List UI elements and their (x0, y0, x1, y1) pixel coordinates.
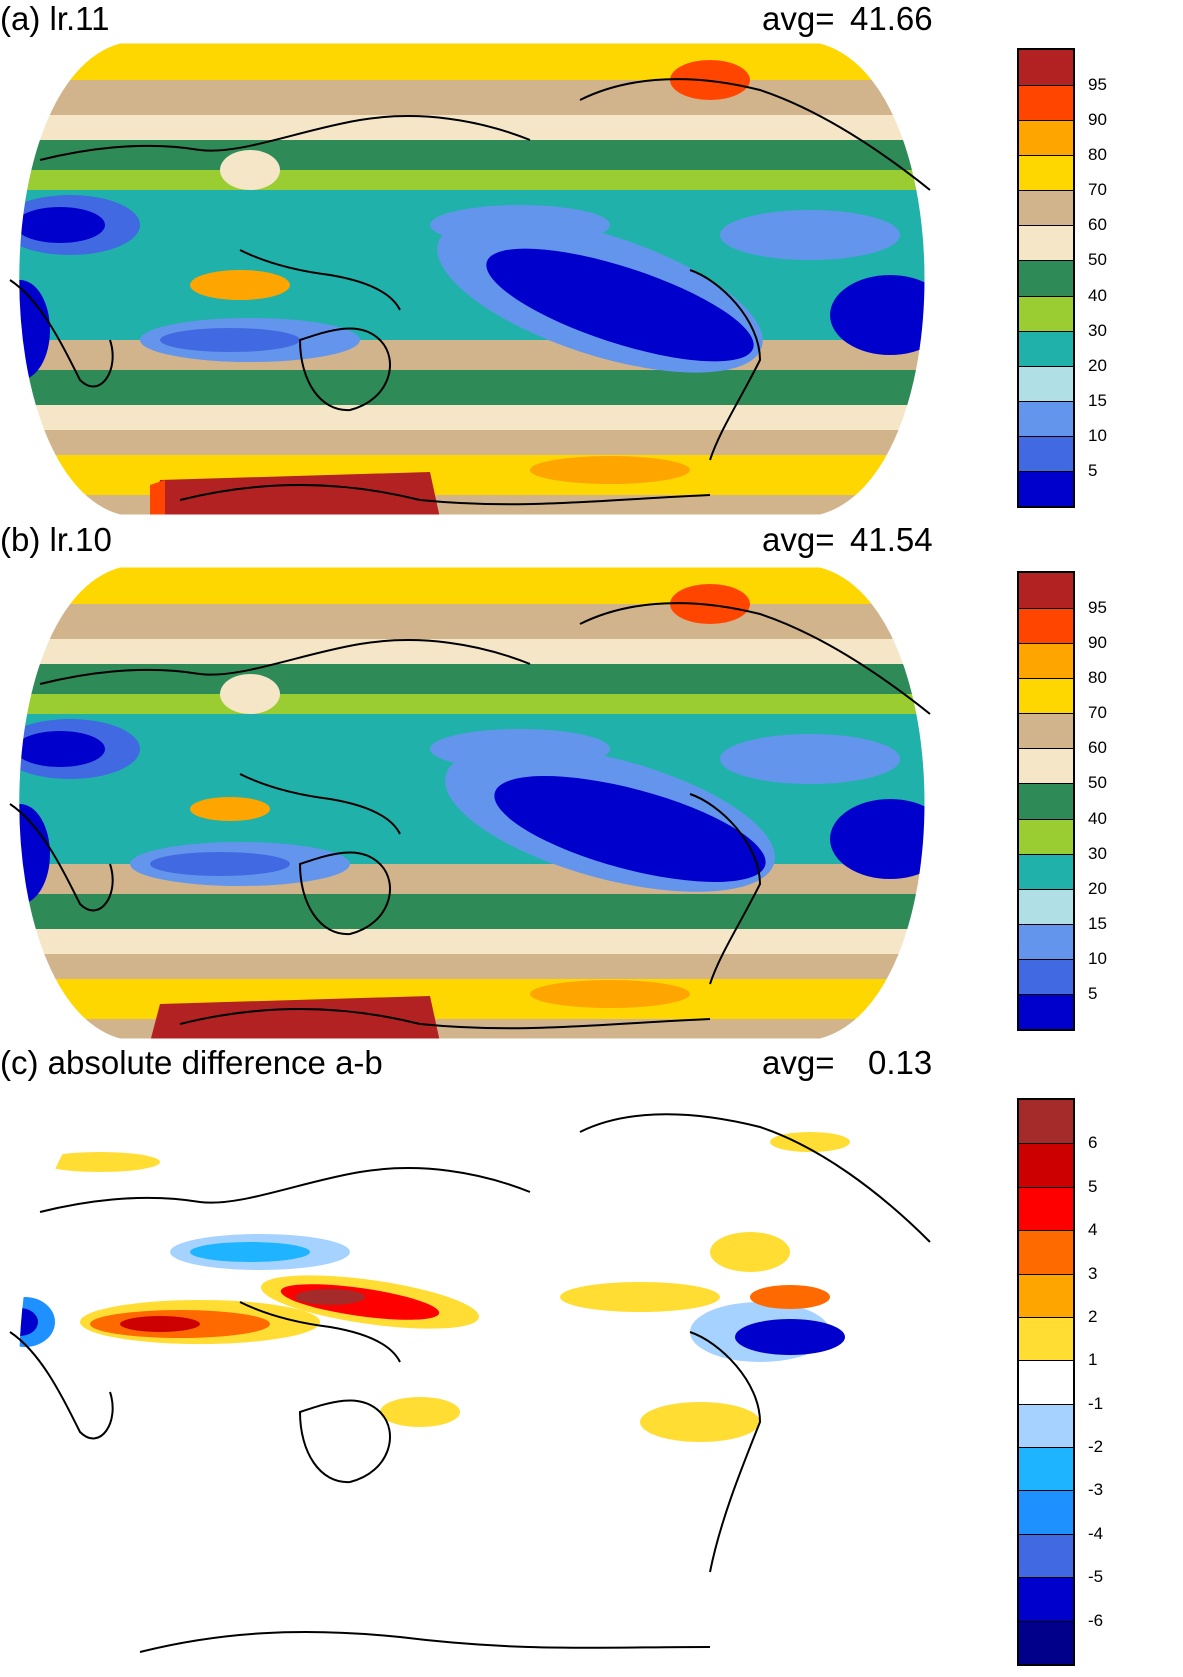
panel-a-colorbar (1017, 48, 1075, 508)
panel-b-colorbar-box (1019, 993, 1073, 1029)
panel-c-colorbar-box (1019, 1490, 1073, 1534)
panel-b-colorbar-label: 60 (1088, 738, 1107, 758)
panel-c-colorbar-label: 3 (1088, 1263, 1098, 1283)
panel-c-map (9, 1097, 931, 1667)
panel-b-colorbar-box (1019, 818, 1073, 854)
panel-c-colorbar-box (1019, 1403, 1073, 1448)
panel-c-colorbar-label: 6 (1088, 1133, 1098, 1153)
panel-a-colorbar-box (1019, 155, 1073, 191)
panel-b-colorbar-label: 10 (1088, 948, 1107, 968)
panel-b-colorbar-label: 70 (1088, 703, 1107, 723)
panel-c-colorbar-label: -5 (1088, 1567, 1104, 1587)
panel-b-colorbar-box (1019, 608, 1073, 644)
panel-b-colorbar-label: 95 (1088, 598, 1107, 618)
panel-c-colorbar-label: -6 (1088, 1610, 1104, 1630)
panel-a-colorbar-label: 15 (1088, 390, 1107, 410)
panel-c-colorbar-box (1019, 1447, 1073, 1491)
panel-b-colorbar-box (1019, 678, 1073, 714)
panel-a-colorbar-box (1019, 470, 1073, 506)
panel-c-colorbar-label: -4 (1088, 1523, 1104, 1543)
panel-c-colorbar-box (1019, 1143, 1073, 1187)
panel-a-title: (a) lr.11 (0, 0, 110, 37)
panel-c-colorbar-box (1019, 1100, 1073, 1144)
panel-a-colorbar-label: 70 (1088, 180, 1107, 200)
panel-b-colorbar-box (1019, 713, 1073, 749)
panel-a-colorbar-label: 40 (1088, 285, 1107, 305)
panel-a-colorbar-box (1019, 435, 1073, 471)
panel-a-colorbar-label: 50 (1088, 250, 1107, 270)
panel-c-colorbar-box (1019, 1186, 1073, 1231)
panel-b-colorbar-label: 15 (1088, 913, 1107, 933)
panel-c-colorbar-box (1019, 1360, 1073, 1404)
panel-a-colorbar-label: 30 (1088, 320, 1107, 340)
panel-b-colorbar-box (1019, 748, 1073, 784)
panel-c-colorbar-label: 1 (1088, 1350, 1098, 1370)
panel-a-average: avg= 41.66 (762, 0, 933, 38)
panel-b-colorbar-box (1019, 643, 1073, 679)
panel-a-colorbar-box (1019, 225, 1073, 261)
panel-c-colorbar-label: -1 (1088, 1393, 1104, 1413)
panel-b-colorbar-box (1019, 923, 1073, 959)
panel-c-colorbar-box (1019, 1316, 1073, 1361)
panel-c-colorbar (1017, 1098, 1075, 1666)
panel-c-colorbar-label: 2 (1088, 1306, 1098, 1326)
panel-a-avg-label: avg= (762, 0, 835, 37)
panel-b-colorbar-label: 30 (1088, 843, 1107, 863)
panel-a-colorbar-label: 5 (1088, 460, 1098, 480)
panel-a-colorbar-label: 95 (1088, 75, 1107, 95)
panel-b-colorbar-label: 40 (1088, 808, 1107, 828)
panel-a-colorbar-label: 90 (1088, 110, 1107, 130)
panel-a-avg-value: 41.66 (850, 0, 933, 37)
panel-b-average: avg= 41.54 (762, 521, 933, 559)
panel-c-colorbar-box (1019, 1533, 1073, 1578)
panel-b-avg-value: 41.54 (850, 521, 933, 558)
panel-b-colorbar (1017, 571, 1075, 1031)
panel-a-colorbar-box (1019, 50, 1073, 86)
panel-c-colorbar-box (1019, 1230, 1073, 1274)
panel-a-colorbar-label: 20 (1088, 355, 1107, 375)
panel-a-colorbar-box (1019, 120, 1073, 156)
panel-a-map (9, 42, 931, 516)
panel-a-colorbar-box (1019, 190, 1073, 226)
panel-b-colorbar-box (1019, 853, 1073, 889)
panel-c-colorbar-label: -3 (1088, 1480, 1104, 1500)
panel-b-colorbar-box (1019, 958, 1073, 994)
panel-c-avg-label: avg= (762, 1044, 835, 1081)
panel-b-colorbar-label: 5 (1088, 983, 1098, 1003)
panel-b-colorbar-label: 50 (1088, 773, 1107, 793)
panel-b-colorbar-box (1019, 573, 1073, 609)
panel-c-avg-value: 0.13 (868, 1044, 933, 1081)
panel-a-colorbar-label: 10 (1088, 425, 1107, 445)
panel-a-colorbar-label: 60 (1088, 215, 1107, 235)
panel-a-colorbar-box (1019, 365, 1073, 401)
panel-a-colorbar-box (1019, 85, 1073, 121)
panel-b-colorbar-label: 80 (1088, 668, 1107, 688)
panel-c-average: avg= 0.13 (762, 1044, 932, 1082)
panel-a-colorbar-box (1019, 400, 1073, 436)
panel-b-colorbar-box (1019, 783, 1073, 819)
panel-a-colorbar-box (1019, 260, 1073, 296)
panel-c-colorbar-label: 4 (1088, 1220, 1098, 1240)
panel-b-colorbar-label: 20 (1088, 878, 1107, 898)
panel-c: (c) absolute difference a-b avg= 0.13 (0, 1044, 1183, 1677)
panel-a: (a) lr.11 avg= 41.66 (0, 0, 1183, 520)
panel-c-colorbar-box (1019, 1577, 1073, 1621)
panel-b-title: (b) lr.10 (0, 521, 112, 558)
panel-c-colorbar-box (1019, 1273, 1073, 1317)
panel-c-colorbar-label: -2 (1088, 1437, 1104, 1457)
panel-b: (b) lr.10 avg= 41.54 (0, 521, 1183, 1041)
panel-c-title: (c) absolute difference a-b (0, 1044, 383, 1081)
panel-a-colorbar-box (1019, 295, 1073, 331)
panel-b-avg-label: avg= (762, 521, 835, 558)
panel-c-colorbar-box (1019, 1620, 1073, 1664)
panel-b-map (9, 566, 931, 1040)
panel-a-colorbar-label: 80 (1088, 145, 1107, 165)
panel-b-colorbar-label: 90 (1088, 633, 1107, 653)
panel-b-colorbar-box (1019, 888, 1073, 924)
panel-a-colorbar-box (1019, 330, 1073, 366)
panel-c-colorbar-label: 5 (1088, 1176, 1098, 1196)
